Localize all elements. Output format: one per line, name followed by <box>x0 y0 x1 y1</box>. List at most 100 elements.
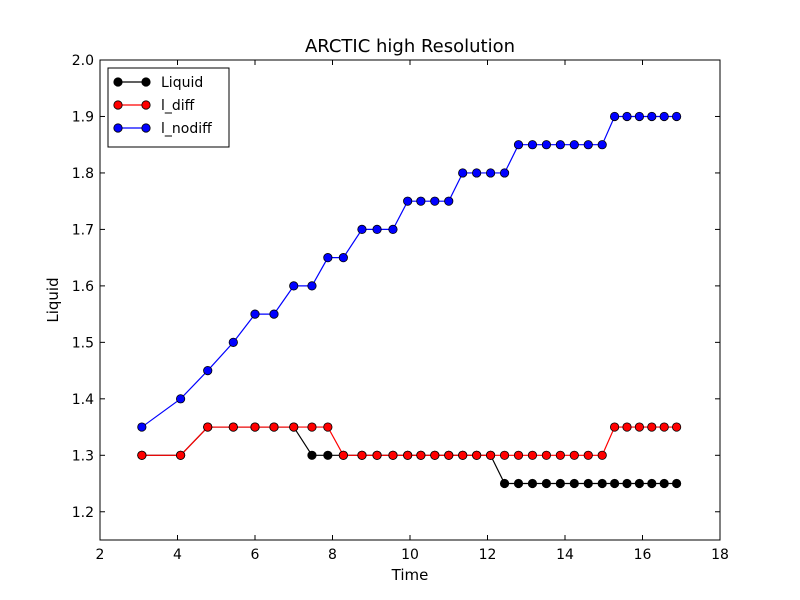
data-point-l-nodiff <box>609 111 620 122</box>
data-point-l-nodiff <box>671 111 682 122</box>
data-point-l-nodiff <box>269 309 279 319</box>
data-point-l-diff <box>527 450 538 460</box>
data-point-l-nodiff <box>323 253 333 263</box>
data-point-l-diff <box>659 422 669 432</box>
plot-area <box>137 111 682 489</box>
data-point-liquid <box>659 478 669 489</box>
data-point-l-diff <box>203 422 213 432</box>
data-point-l-nodiff <box>472 168 482 178</box>
data-point-l-nodiff <box>647 111 657 122</box>
data-point-liquid <box>527 478 538 489</box>
data-point-l-nodiff <box>555 140 565 150</box>
data-point-l-diff <box>458 450 468 460</box>
data-point-l-nodiff <box>541 140 552 150</box>
data-point-l-nodiff <box>499 168 510 178</box>
data-point-l-diff <box>444 450 454 460</box>
y-tick-label: 1.3 <box>72 448 94 464</box>
data-point-l-diff <box>307 422 317 432</box>
data-point-l-nodiff <box>388 224 398 235</box>
data-point-l-diff <box>323 422 333 432</box>
x-tick-label: 2 <box>96 547 105 563</box>
data-point-l-diff <box>555 450 565 460</box>
axes: 2 4 6 8 10 12 14 16 18 1.2 1.3 1.4 1.5 1.6 1.7 1.8 1.9 2.… <box>72 53 729 563</box>
y-axis-title: Liquid <box>44 277 62 322</box>
data-point-l-diff <box>499 450 510 460</box>
series-line-l-diff <box>141 426 677 456</box>
data-point-l-diff <box>137 450 147 460</box>
data-point-l-nodiff <box>527 140 538 150</box>
data-point-liquid <box>323 450 333 460</box>
legend-label-liquid: Liquid <box>161 75 203 91</box>
data-point-l-nodiff <box>403 196 413 206</box>
data-point-l-diff <box>609 422 620 432</box>
data-point-l-nodiff <box>289 281 299 291</box>
legend: Liquid l_diff l_nodiff <box>107 67 230 148</box>
x-tick-label: 10 <box>401 547 419 563</box>
data-point-l-nodiff <box>307 281 317 291</box>
legend-marker-l-nodiff <box>141 123 151 133</box>
legend-label-l-diff: l_diff <box>161 98 195 114</box>
x-tick-label: 18 <box>711 547 729 563</box>
data-point-l-diff <box>372 450 382 460</box>
data-point-l-diff <box>671 422 682 432</box>
data-point-liquid <box>622 478 632 489</box>
y-tick-label: 1.2 <box>72 505 94 521</box>
data-point-l-diff <box>416 450 426 460</box>
y-tick-label: 1.5 <box>72 335 94 351</box>
data-point-liquid <box>597 478 607 489</box>
data-point-l-diff <box>176 450 186 460</box>
data-point-liquid <box>513 478 524 489</box>
data-point-l-diff <box>647 422 657 432</box>
legend-box <box>107 67 230 148</box>
data-point-liquid <box>307 450 317 460</box>
data-point-liquid <box>609 478 620 489</box>
data-point-l-nodiff <box>622 111 632 122</box>
data-point-l-diff <box>583 450 593 460</box>
data-point-liquid <box>634 478 645 489</box>
x-axis-title: Time <box>391 566 429 584</box>
data-point-l-diff <box>250 422 260 432</box>
data-point-liquid <box>583 478 593 489</box>
data-point-l-diff <box>569 450 579 460</box>
data-point-l-nodiff <box>485 168 496 178</box>
data-point-l-nodiff <box>597 140 607 150</box>
y-tick-label: 1.8 <box>72 166 94 182</box>
data-point-l-nodiff <box>250 309 260 319</box>
data-point-l-nodiff <box>416 196 426 206</box>
x-tick-label: 8 <box>328 547 337 563</box>
legend-marker-liquid <box>141 77 151 87</box>
data-point-l-nodiff <box>513 140 524 150</box>
data-point-l-diff <box>541 450 552 460</box>
data-point-l-nodiff <box>228 337 238 347</box>
data-point-l-nodiff <box>634 111 645 122</box>
data-point-l-nodiff <box>338 253 348 263</box>
legend-marker-liquid <box>113 77 123 87</box>
data-point-l-diff <box>472 450 482 460</box>
data-point-l-diff <box>269 422 279 432</box>
x-tick-label: 14 <box>556 547 574 563</box>
data-point-l-nodiff <box>659 111 669 122</box>
data-point-l-nodiff <box>444 196 454 206</box>
data-point-liquid <box>671 478 682 489</box>
y-tick-label: 1.4 <box>72 392 94 408</box>
data-point-l-diff <box>228 422 238 432</box>
data-point-l-diff <box>597 450 607 460</box>
x-tick-label: 4 <box>173 547 182 563</box>
data-point-l-nodiff <box>458 168 468 178</box>
data-point-l-nodiff <box>569 140 579 150</box>
data-point-l-nodiff <box>583 140 593 150</box>
data-point-liquid <box>647 478 657 489</box>
y-tick-label: 2.0 <box>72 53 94 69</box>
data-point-l-nodiff <box>430 196 440 206</box>
legend-label-l-nodiff: l_nodiff <box>161 121 212 137</box>
data-point-l-nodiff <box>372 224 382 235</box>
chart-title: ARCTIC high Resolution <box>305 36 515 57</box>
x-tick-label: 12 <box>479 547 497 563</box>
legend-marker-l-nodiff <box>113 123 123 133</box>
y-tick-label: 1.7 <box>72 222 94 238</box>
data-point-liquid <box>555 478 565 489</box>
data-point-l-nodiff <box>203 365 213 376</box>
data-point-l-diff <box>289 422 299 432</box>
legend-marker-l-diff <box>113 100 123 110</box>
